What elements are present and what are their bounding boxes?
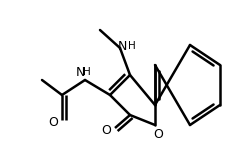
Text: H: H: [128, 41, 136, 51]
Text: O: O: [153, 127, 163, 140]
Text: O: O: [48, 116, 58, 129]
Text: N: N: [117, 40, 127, 53]
Text: H: H: [83, 67, 91, 77]
Text: O: O: [101, 124, 111, 137]
Text: N: N: [75, 66, 85, 79]
